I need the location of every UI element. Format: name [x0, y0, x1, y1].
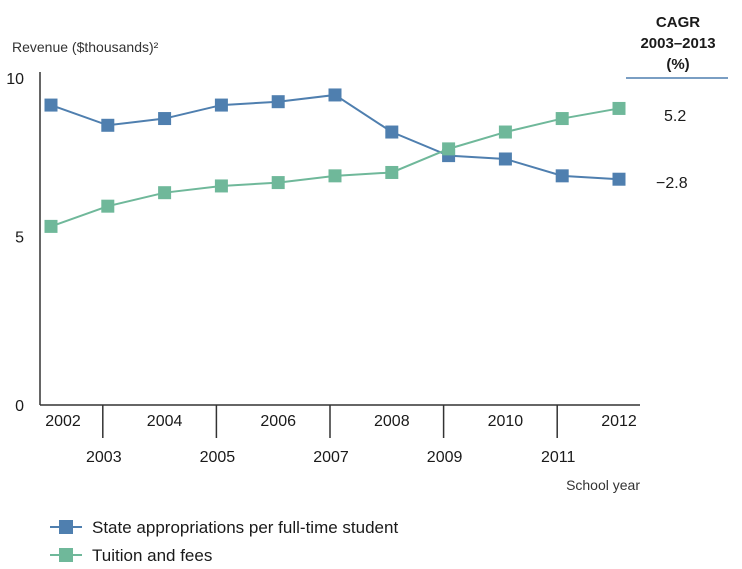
point-state-2007	[328, 88, 342, 102]
point-tuition-2012	[612, 101, 626, 115]
point-tuition-2010	[498, 125, 512, 139]
x-tick-label-2008: 2008	[374, 413, 410, 430]
y-axis-label: Revenue ($thousands)²	[12, 39, 159, 55]
x-tick-label-2005: 2005	[200, 449, 236, 466]
legend-item-tuition: Tuition and fees	[50, 546, 212, 565]
point-state-2002	[44, 98, 58, 112]
x-tick-label-2004: 2004	[147, 413, 183, 430]
series-line-state	[50, 93, 620, 181]
legend-label-state: State appropriations per full-time stude…	[92, 518, 398, 537]
cagr-value-state: −2.8	[656, 175, 688, 192]
point-state-2012	[612, 172, 626, 186]
legend-item-state: State appropriations per full-time stude…	[50, 518, 398, 537]
point-tuition-2009	[442, 142, 456, 156]
y-tick-label-5: 5	[15, 230, 24, 247]
point-state-2006	[271, 95, 285, 109]
cagr-header-line-3: (%)	[666, 56, 689, 73]
point-state-2005	[214, 98, 228, 112]
x-tick-label-2003: 2003	[86, 449, 122, 466]
legend-marker-state	[59, 520, 73, 534]
x-tick-label-2007: 2007	[313, 449, 349, 466]
cagr-value-tuition: 5.2	[664, 108, 686, 125]
point-state-2003	[101, 118, 115, 132]
point-state-2008	[385, 125, 399, 139]
y-tick-label-10: 10	[6, 71, 24, 88]
point-tuition-2004	[158, 186, 172, 200]
x-tick-label-2011: 2011	[541, 449, 576, 466]
x-tick-label-2012: 2012	[601, 413, 637, 430]
legend: State appropriations per full-time stude…	[50, 518, 398, 565]
point-tuition-2011	[555, 112, 569, 126]
point-tuition-2007	[328, 169, 342, 183]
series-layer	[44, 88, 626, 233]
point-tuition-2003	[101, 199, 115, 213]
x-axis-label: School year	[566, 477, 640, 493]
y-tick-group: 0 5 10	[6, 71, 24, 415]
x-tick-label-2010: 2010	[488, 413, 524, 430]
legend-marker-tuition	[59, 548, 73, 562]
x-tick-group: 2002 2004 2006 2008 2010 2012 2003 2005 2007 2009…	[45, 405, 637, 466]
point-tuition-2006	[271, 176, 285, 190]
point-state-2010	[498, 152, 512, 166]
x-tick-label-2009: 2009	[427, 449, 463, 466]
y-tick-label-0: 0	[15, 398, 24, 415]
legend-label-tuition: Tuition and fees	[92, 546, 212, 565]
point-tuition-2002	[44, 219, 58, 233]
point-tuition-2008	[385, 165, 399, 179]
cagr-header-line-1: CAGR	[656, 14, 700, 31]
cagr-header-line-2: 2003–2013	[640, 35, 715, 52]
x-tick-label-2002: 2002	[45, 413, 81, 430]
point-tuition-2005	[214, 179, 228, 193]
point-state-2011	[555, 169, 569, 183]
point-state-2004	[158, 112, 172, 126]
x-tick-label-2006: 2006	[260, 413, 296, 430]
